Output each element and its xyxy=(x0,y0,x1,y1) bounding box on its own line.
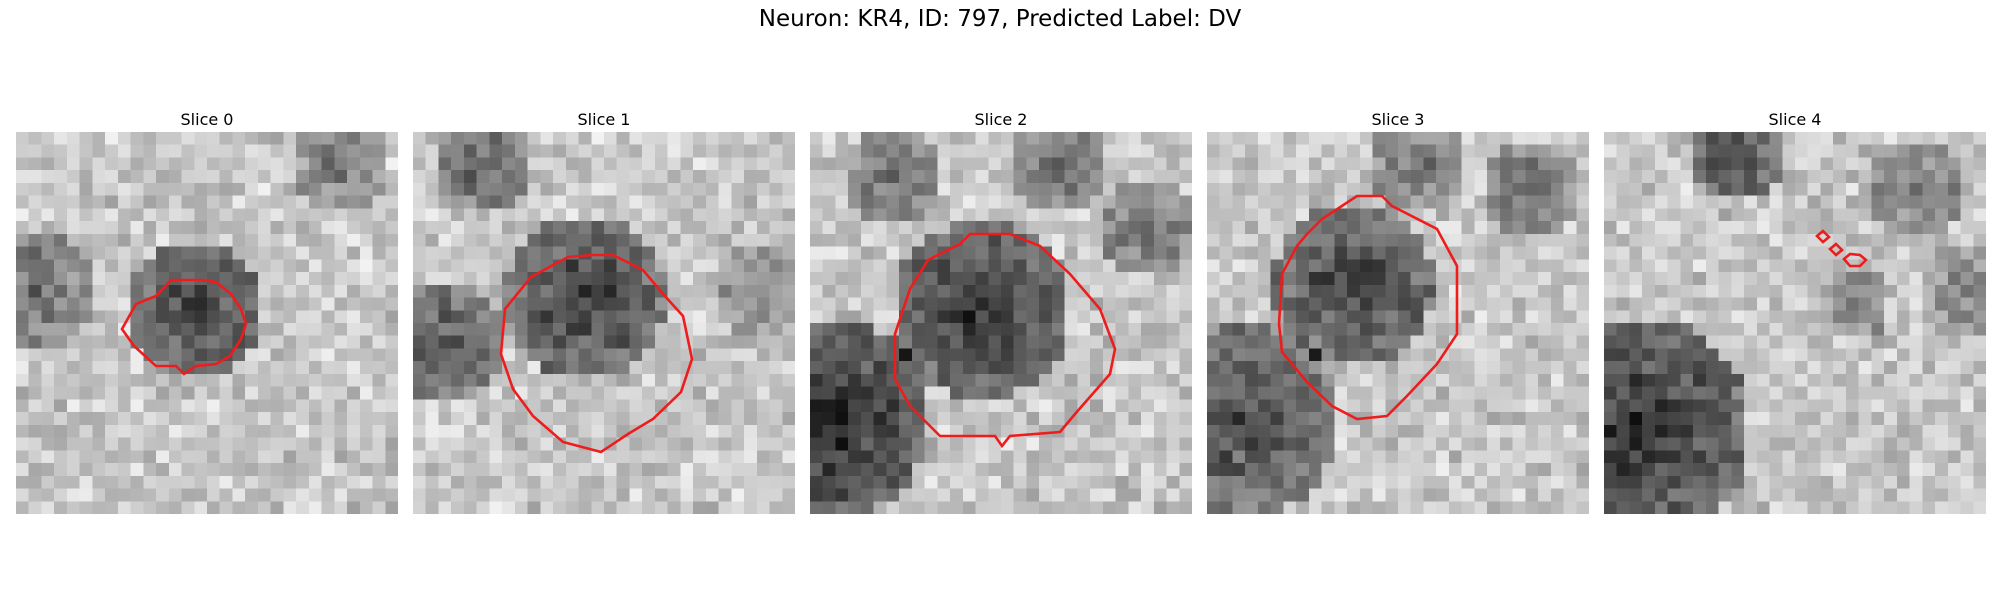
grayscale-image xyxy=(1207,132,1589,514)
slice-panel-2: Slice 2 xyxy=(810,108,1192,514)
slice-panel-0: Slice 0 xyxy=(16,108,398,514)
slice-image xyxy=(16,132,398,514)
roi-contour xyxy=(893,232,1117,449)
roi-contour xyxy=(1277,194,1459,421)
slice-image xyxy=(1207,132,1589,514)
slice-title: Slice 1 xyxy=(577,110,631,129)
slice-image xyxy=(1604,132,1986,514)
slice-panel-1: Slice 1 xyxy=(413,108,795,514)
slice-title: Slice 3 xyxy=(1371,110,1425,129)
figure-title: Neuron: KR4, ID: 797, Predicted Label: D… xyxy=(758,6,1242,32)
slice-image xyxy=(810,132,1192,514)
slice-panel-4: Slice 4 xyxy=(1604,108,1986,514)
grayscale-image xyxy=(1604,132,1986,514)
grayscale-image xyxy=(16,132,398,514)
slice-title: Slice 0 xyxy=(180,110,234,129)
grayscale-image xyxy=(810,132,1192,514)
roi-contour xyxy=(1815,229,1868,268)
slice-panel-3: Slice 3 xyxy=(1207,108,1589,514)
slice-image xyxy=(413,132,795,514)
slice-title: Slice 4 xyxy=(1768,110,1822,129)
roi-contour xyxy=(120,278,248,376)
roi-contour xyxy=(499,253,694,454)
slice-title: Slice 2 xyxy=(974,110,1028,129)
